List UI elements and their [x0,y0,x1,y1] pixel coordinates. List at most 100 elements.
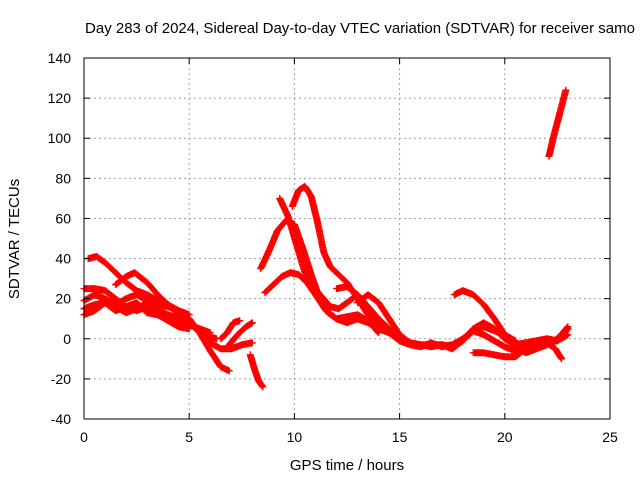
data-point [324,309,328,312]
data-point [227,369,231,373]
data-point [145,293,149,296]
x-tick-label: 10 [287,429,303,445]
data-point [209,341,212,344]
data-point [219,347,222,351]
data-point [114,271,117,274]
data-point [166,317,170,320]
y-tick-label: -20 [51,371,71,387]
data-point [493,353,496,357]
data-point [560,357,563,361]
data-point [461,339,464,342]
data-point [556,337,559,340]
x-axis-label: GPS time / hours [290,457,404,474]
data-point [566,325,570,328]
data-point [291,205,294,208]
data-point [288,271,292,274]
data-point [554,347,557,351]
data-point [188,313,191,316]
data-point [482,303,485,306]
data-point [135,307,138,310]
data-point [177,313,180,316]
y-tick-label: 120 [48,90,72,106]
data-point [564,88,568,92]
data-point [124,305,128,308]
chart-title: Day 283 of 2024, Sidereal Day-to-day VTE… [85,20,635,37]
data-point [398,333,401,336]
data-point [328,265,332,268]
y-tick-label: -40 [51,411,71,427]
series-track-9 [246,351,267,391]
data-point [345,301,349,304]
data-point [320,295,323,298]
series-track-6 [112,269,256,353]
data-point [251,321,254,324]
data-point [335,317,338,320]
series-track-18 [545,86,570,160]
data-point [295,243,298,246]
data-point [472,351,475,355]
data-point [114,303,117,306]
data-point [310,273,313,276]
data-point [124,311,128,314]
data-point [303,185,307,188]
data-point [135,301,138,304]
data-point [461,289,464,292]
x-tick-label: 0 [80,429,88,445]
data-point [545,341,549,344]
data-point [135,293,138,296]
y-ticks: -40 -20 0 20 40 60 80 100 120 140 [48,50,610,427]
y-tick-label: 60 [55,210,71,226]
data-point [280,275,283,278]
data-point [236,333,239,336]
data-point [535,343,538,346]
y-tick-label: 140 [48,50,72,66]
data-point [335,271,338,274]
plot-frame [83,57,611,420]
data-point [560,104,563,108]
data-point [482,321,485,324]
data-point [198,331,201,334]
data-point [337,307,340,310]
data-point [124,275,128,278]
series-track-17 [469,339,566,363]
data-point [263,291,267,294]
data-point [133,271,136,274]
data-point [272,283,275,286]
data-point [240,343,243,346]
data-point [472,327,475,330]
data-point [227,343,231,346]
data-point [322,251,326,254]
data-point [93,287,96,290]
data-point [377,317,380,320]
data-point [556,120,559,124]
data-point [145,311,149,314]
data-point [232,321,235,324]
data-point [297,273,300,276]
data-point [278,197,281,200]
data-point [524,341,528,344]
plus-markers [246,351,267,391]
y-tick-label: 100 [48,130,72,146]
data-point [225,331,229,334]
data-point [514,345,517,348]
data-point [547,155,551,158]
series-track-7 [217,317,244,343]
y-tick-label: 20 [55,291,71,307]
data-point [303,271,307,274]
y-tick-label: 80 [55,170,71,186]
data-point [253,367,256,371]
data-point [482,351,485,355]
data-point [166,303,170,306]
data-point [103,301,107,304]
y-tick-label: 40 [55,251,71,267]
data-point [451,345,454,348]
data-point [209,349,212,353]
data-point [114,297,117,300]
data-point [124,297,128,300]
data-point [238,319,241,322]
y-axis-label: SDTVAR / TECUs [6,179,23,299]
data-point [259,267,262,270]
data-point [419,343,422,346]
data-point [156,293,159,296]
